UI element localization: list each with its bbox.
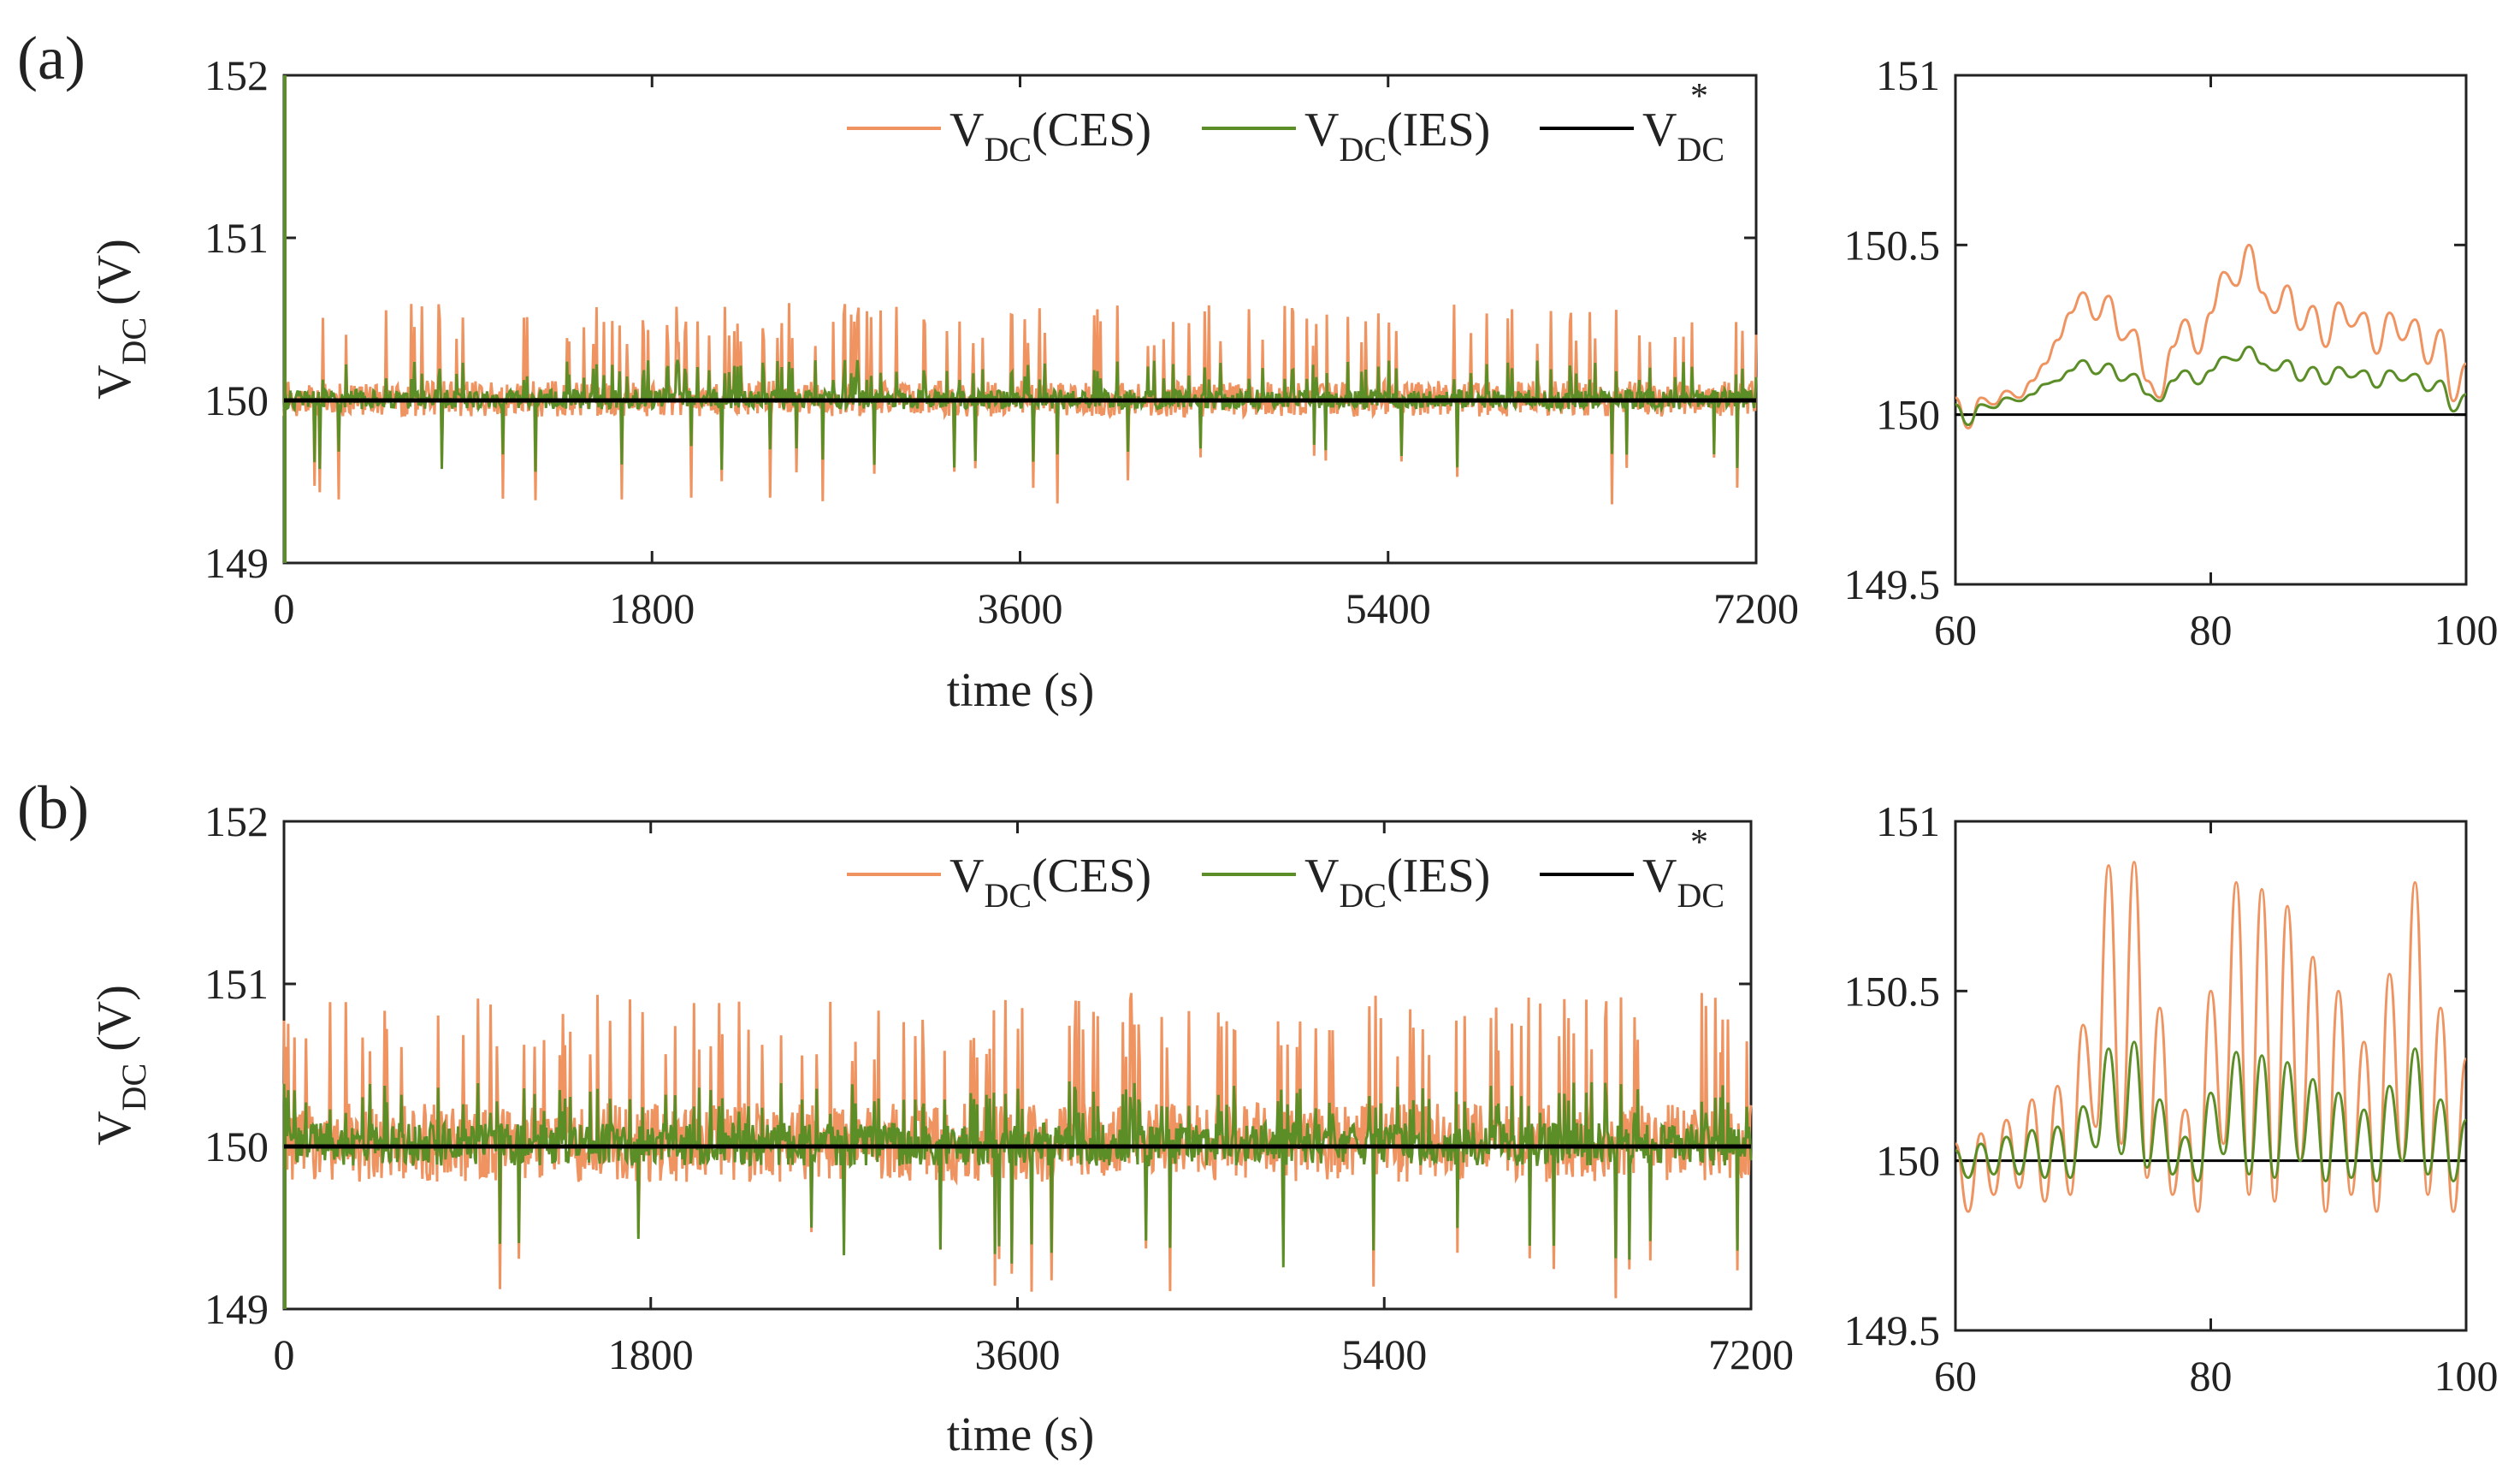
- zoom-b-xtick-label: 60: [1934, 1352, 1977, 1400]
- zoom-ies-line: [1955, 345, 2467, 427]
- zoom-ces-line: [1954, 861, 2468, 1213]
- zoom-ies-line: [1955, 1040, 2468, 1182]
- main-b-ytick-label: 149: [204, 1285, 269, 1333]
- main-a-ytick-label: 151: [204, 214, 269, 262]
- zoom-ces-line: [1955, 243, 2468, 430]
- panel-label: (a): [17, 24, 86, 92]
- series-ies-line: [282, 359, 1758, 472]
- legend-label-ies: VDC(IES): [1304, 104, 1490, 169]
- y-axis-label: VDC (V): [88, 985, 153, 1146]
- zoom-plot-a: 60 80 100 149.5 150 150.5 151: [1844, 51, 2499, 654]
- legend-label-ies: VDC(IES): [1304, 850, 1490, 915]
- x-axis-label: time (s): [947, 1408, 1095, 1461]
- series-ces-line: [282, 992, 1753, 1299]
- zoom-a-xtick-label: 100: [2434, 606, 2499, 654]
- main-a-xtick-label: 1800: [609, 584, 695, 632]
- main-a-xtick-label: 5400: [1346, 584, 1431, 632]
- x-axis-label: time (s): [947, 664, 1095, 717]
- series-ies-line: [282, 1081, 1753, 1268]
- y-axis-label: VDC (V): [88, 239, 153, 400]
- main-a-ytick-label: 150: [204, 376, 269, 424]
- main-a-xtick-label: 0: [274, 584, 295, 632]
- panel-a: (a) 0 1800 3600 5400 7200 149 150 151 152 VDC(CES)…: [17, 24, 2499, 717]
- zoom-a-axes-box: [1954, 74, 2468, 586]
- zoom-b-ytick-label: 150: [1876, 1137, 1940, 1185]
- zoom-a-ytick-label: 150.5: [1844, 221, 1941, 269]
- zoom-b-xtick-label: 80: [2190, 1352, 2233, 1400]
- legend-label-ref: VDC*: [1642, 77, 1724, 169]
- main-b-xtick-label: 1800: [608, 1330, 694, 1378]
- zoom-b-xtick-label: 100: [2434, 1352, 2499, 1400]
- main-b-xtick-label: 5400: [1341, 1330, 1427, 1378]
- main-b-ytick-label: 151: [204, 960, 269, 1008]
- zoom-b-ytick-label: 149.5: [1844, 1306, 1941, 1354]
- zoom-b-axes-box: [1954, 820, 2468, 1332]
- zoom-a-ytick-label: 149.5: [1844, 560, 1941, 608]
- main-b-xtick-label: 3600: [975, 1330, 1061, 1378]
- legend-label-ces: VDC(CES): [949, 850, 1151, 915]
- main-a-ytick-label: 152: [204, 51, 269, 99]
- zoom-plot-b: 60 80 100 149.5 150 150.5 151: [1844, 797, 2499, 1400]
- main-a-xtick-label: 7200: [1713, 584, 1799, 632]
- main-a-xtick-label: 3600: [978, 584, 1063, 632]
- main-b-ytick-label: 152: [204, 797, 269, 845]
- panel-label: (b): [17, 773, 89, 842]
- zoom-b-ytick-label: 150.5: [1844, 967, 1941, 1015]
- legend: VDC(CES) VDC(IES) VDC*: [847, 823, 1724, 915]
- legend-label-ces: VDC(CES): [949, 104, 1151, 169]
- zoom-a-ytick-label: 150: [1876, 391, 1940, 439]
- main-a-ytick-label: 149: [204, 539, 269, 587]
- zoom-a-xtick-label: 60: [1934, 606, 1977, 654]
- main-b-xtick-label: 7200: [1708, 1330, 1794, 1378]
- zoom-a-ytick-label: 151: [1876, 51, 1940, 99]
- panel-b: (b) 0 1800 3600 5400 7200 149 150 151 152 VDC(CES)…: [17, 773, 2499, 1461]
- main-b-xtick-label: 0: [274, 1330, 295, 1378]
- zoom-b-ytick-label: 151: [1876, 797, 1940, 845]
- legend: VDC(CES) VDC(IES) VDC*: [847, 77, 1724, 169]
- legend-label-ref: VDC*: [1642, 823, 1724, 915]
- zoom-a-xtick-label: 80: [2190, 606, 2233, 654]
- main-b-ytick-label: 150: [204, 1123, 269, 1170]
